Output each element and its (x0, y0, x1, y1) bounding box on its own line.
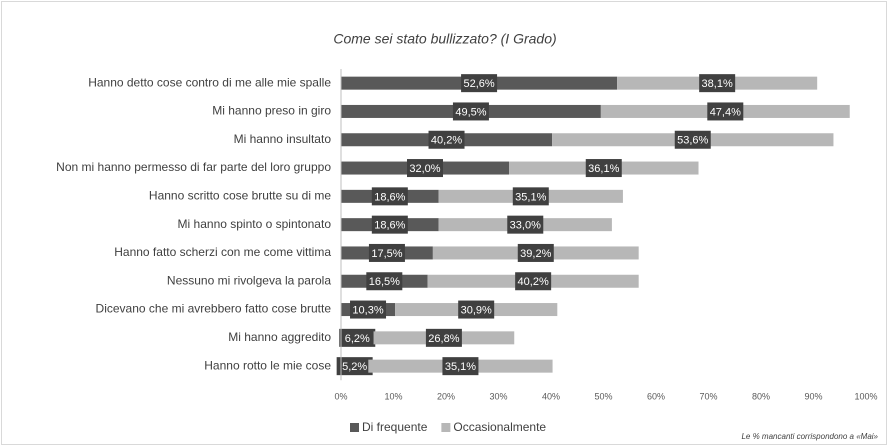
data-label: 5,2% (342, 361, 367, 373)
data-label-box (442, 357, 479, 376)
data-label-box (707, 102, 744, 121)
data-label: 18,6% (374, 191, 405, 203)
data-label-box (350, 300, 387, 319)
data-label-box (371, 215, 408, 234)
y-tick-label: Hanno rotto le mie cose (204, 358, 331, 372)
x-tick-label: 40% (542, 391, 560, 401)
data-label-box (425, 328, 462, 347)
legend-swatch (350, 423, 359, 432)
x-tick-label: 20% (437, 391, 455, 401)
data-label: 39,2% (520, 248, 551, 260)
data-label-box (512, 187, 549, 206)
data-label: 18,6% (374, 220, 405, 232)
data-label-box (515, 272, 552, 291)
data-label-box (699, 74, 736, 93)
x-tick-label: 80% (752, 391, 770, 401)
data-label: 36,1% (588, 163, 619, 175)
y-tick-label: Nessuno mi rivolgeva la parola (167, 273, 331, 287)
data-label-box (428, 130, 465, 149)
legend-label: Occasionalmente (453, 420, 546, 434)
data-label-box (452, 102, 489, 121)
x-tick-label: 60% (647, 391, 665, 401)
x-tick-label: 0% (334, 391, 347, 401)
y-tick-label: Mi hanno aggredito (228, 330, 331, 344)
y-tick-label: Mi hanno spinto o spintonato (178, 217, 332, 231)
data-label: 35,1% (445, 361, 476, 373)
y-tick-label: Mi hanno insultato (234, 132, 332, 146)
data-label: 49,5% (455, 106, 486, 118)
data-label: 10,3% (352, 304, 383, 316)
y-tick-label: Dicevano che mi avrebbero fatto cose bru… (96, 302, 332, 316)
chart-title: Come sei stato bullizzato? (I Grado) (333, 31, 556, 47)
data-label-box (517, 243, 554, 262)
data-label: 32,0% (409, 163, 440, 175)
y-tick-label: Hanno fatto scherzi con me come vittima (114, 245, 331, 259)
data-label: 30,9% (461, 304, 492, 316)
x-tick-label: 10% (384, 391, 402, 401)
data-label: 17,5% (371, 248, 402, 260)
y-tick-label: Hanno detto cose contro di me alle mie s… (88, 75, 331, 89)
data-label: 52,6% (463, 78, 494, 90)
data-label-box (585, 159, 622, 178)
footnote: Le % mancanti corrispondono a «Mai» (741, 432, 878, 441)
data-label: 38,1% (702, 78, 733, 90)
data-label: 40,2% (431, 135, 462, 147)
data-label: 26,8% (428, 333, 459, 345)
y-tick-label: Mi hanno preso in giro (212, 104, 331, 118)
legend-label: Di frequente (362, 420, 428, 434)
data-label: 40,2% (518, 276, 549, 288)
data-label-box (339, 328, 376, 347)
x-tick-label: 90% (804, 391, 822, 401)
x-tick-label: 70% (699, 391, 717, 401)
data-label-box (507, 215, 544, 234)
data-label: 35,1% (515, 191, 546, 203)
data-label-box (674, 130, 711, 149)
data-label: 47,4% (710, 106, 741, 118)
data-label: 53,6% (677, 135, 708, 147)
data-label-box (407, 159, 443, 178)
data-label: 16,5% (369, 276, 400, 288)
x-tick-label: 100% (854, 391, 877, 401)
data-label-box (461, 74, 498, 93)
y-tick-label: Hanno scritto cose brutte su di me (149, 189, 331, 203)
x-tick-label: 50% (594, 391, 612, 401)
data-label-box (366, 272, 403, 291)
data-label: 33,0% (510, 220, 541, 232)
data-label-box (368, 243, 405, 262)
data-label-box (336, 357, 373, 376)
x-tick-label: 30% (489, 391, 507, 401)
data-label: 6,2% (345, 333, 370, 345)
data-label-box (371, 187, 408, 206)
y-tick-label: Non mi hanno permesso di far parte del l… (56, 160, 331, 174)
data-label-box (458, 300, 495, 319)
legend-swatch (441, 423, 451, 432)
